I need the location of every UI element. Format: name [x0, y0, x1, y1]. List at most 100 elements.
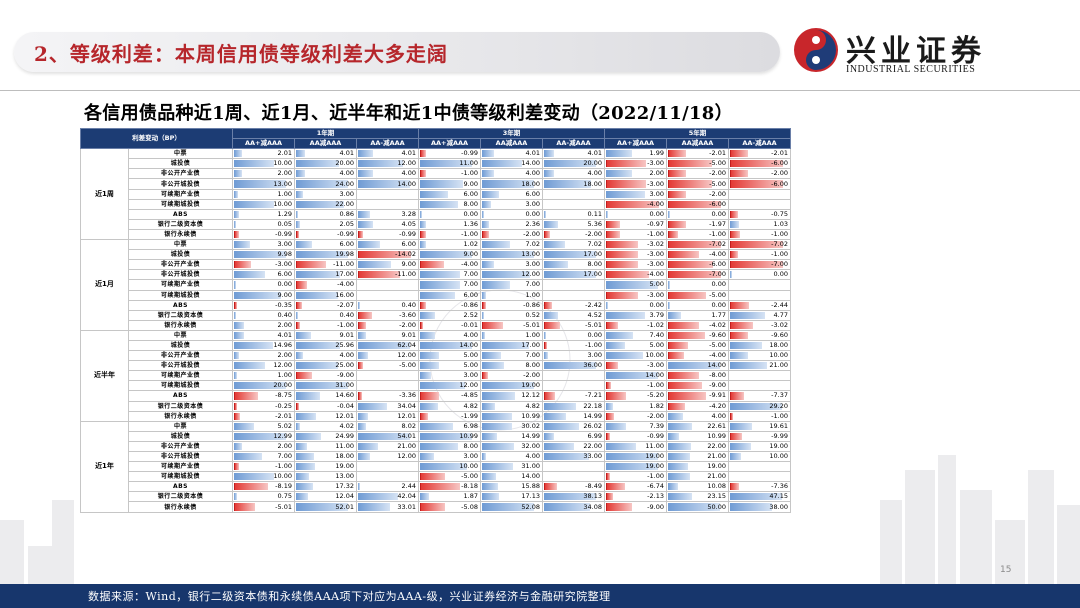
value-cell: [356, 188, 419, 200]
value-text: -9.60: [709, 330, 726, 339]
group-header-3y: 3年期: [418, 127, 605, 140]
value-cell: 2.00: [232, 440, 295, 453]
data-bar: [234, 503, 256, 511]
value-text: 52.01: [335, 502, 354, 511]
data-bar: [606, 241, 639, 249]
value-text: 7.00: [277, 452, 292, 461]
value-cell: -2.00: [666, 188, 729, 200]
data-bar: [358, 241, 381, 249]
data-bar: [420, 483, 460, 491]
value-text: 12.00: [397, 159, 416, 168]
value-text: 9.00: [463, 179, 478, 188]
value-text: 1.00: [277, 371, 292, 380]
value-text: 7.39: [649, 421, 664, 430]
value-text: 12.12: [521, 391, 540, 400]
value-text: 14.96: [273, 341, 292, 350]
value-text: 8.00: [463, 199, 478, 208]
value-cell: 0.00: [604, 208, 667, 220]
data-bar: [234, 210, 240, 218]
value-text: 8.00: [587, 260, 602, 269]
value-cell: -0.25: [232, 400, 295, 412]
value-text: -2.00: [647, 411, 664, 420]
value-cell: [356, 380, 419, 392]
value-cell: 13.00: [294, 471, 357, 483]
value-cell: 9.01: [356, 329, 419, 341]
value-text: -1.00: [647, 229, 664, 238]
bond-type-label: 银行永续债: [128, 410, 233, 422]
value-text: 12.00: [397, 351, 416, 360]
value-text: -7.37: [771, 391, 788, 400]
value-cell: 4.01: [542, 148, 605, 160]
value-text: 0.00: [773, 270, 788, 279]
data-bar: [420, 180, 463, 188]
value-text: 0.40: [277, 310, 292, 319]
value-text: 10.08: [707, 482, 726, 491]
value-cell: -9.60: [666, 329, 729, 341]
period-label: 近1月: [80, 239, 129, 331]
value-cell: 11.00: [294, 440, 357, 453]
data-bar: [668, 453, 690, 461]
value-cell: -3.00: [604, 249, 667, 261]
value-cell: 30.02: [480, 420, 543, 432]
bond-type-label: 非公开城投债: [128, 450, 233, 463]
table-row: 非公开城投债 6.00 17.00 -11.00 7.00 12.00 17.00 -4.00…: [81, 269, 791, 281]
value-cell: 3.00: [480, 198, 543, 210]
value-cell: 4.77: [728, 309, 791, 321]
value-cell: 5.00: [604, 339, 667, 352]
value-text: -1.02: [647, 320, 664, 329]
data-bar: [730, 261, 783, 269]
data-bar: [606, 271, 649, 279]
table-row: 近1周 中票 2.01 4.01 4.01 -0.99 4.01 4.01 1.99 -2.01-…: [80, 148, 791, 241]
value-cell: -0.99: [604, 430, 667, 442]
table-row: ABS -8.75 14.60 -3.36 -4.85 12.12 -7.21 -5.20 -9…: [81, 390, 791, 402]
data-bar: [668, 160, 713, 168]
value-text: 3.79: [649, 310, 664, 319]
value-text: -2.01: [275, 411, 292, 420]
value-text: 4.05: [401, 219, 416, 228]
value-cell: 25.96: [294, 339, 357, 352]
data-bar: [482, 412, 513, 420]
data-bar: [730, 453, 742, 461]
value-cell: -4.00: [418, 259, 481, 271]
data-bar: [420, 291, 455, 299]
value-cell: 0.00: [666, 208, 729, 220]
data-bar: [668, 483, 679, 491]
value-cell: -1.99: [418, 410, 481, 422]
data-bar: [544, 412, 566, 420]
value-cell: 4.52: [542, 309, 605, 321]
value-text: -2.44: [771, 300, 788, 309]
value-cell: -0.01: [418, 319, 481, 331]
data-bar: [234, 220, 236, 228]
value-cell: 0.11: [542, 208, 605, 220]
subheader-cell: AA+减AAA: [604, 138, 667, 150]
value-text: 4.00: [525, 169, 540, 178]
value-cell: 14.60: [294, 390, 357, 402]
group-header-5y: 5年期: [604, 127, 791, 140]
table-title: 各信用债品种近1周、近1月、近半年和近1中债等级利差变动（2022/11/18）: [84, 103, 733, 124]
value-cell: -7.00: [666, 269, 729, 281]
value-text: 3.00: [587, 351, 602, 360]
table-header-groups: 利差变动（BP） 1年期 3年期 5年期: [80, 127, 791, 150]
data-bar: [420, 301, 426, 309]
data-bar: [544, 160, 596, 168]
value-text: 20.00: [335, 159, 354, 168]
value-cell: 8.00: [418, 440, 481, 453]
value-cell: [356, 461, 419, 473]
value-text: 10.00: [273, 199, 292, 208]
bond-type-label: 城投债: [128, 249, 233, 261]
data-bar: [606, 321, 618, 329]
value-cell: -5.00: [666, 339, 729, 352]
value-cell: -8.00: [666, 370, 729, 382]
table-row: 银行二级资本债 -0.25 -0.04 34.04 4.82 4.82 22.18 1.82 -…: [81, 400, 791, 412]
value-cell: 12.12: [480, 390, 543, 402]
value-cell: 0.00: [542, 329, 605, 341]
value-cell: -3.00: [604, 259, 667, 271]
value-cell: 10.99: [480, 410, 543, 422]
value-cell: 8.02: [356, 420, 419, 432]
data-bar: [668, 241, 721, 249]
data-bar: [730, 301, 750, 309]
value-cell: 6.00: [232, 269, 295, 281]
data-bar: [606, 180, 646, 188]
value-cell: -9.91: [666, 390, 729, 402]
value-text: 18.00: [769, 341, 788, 350]
